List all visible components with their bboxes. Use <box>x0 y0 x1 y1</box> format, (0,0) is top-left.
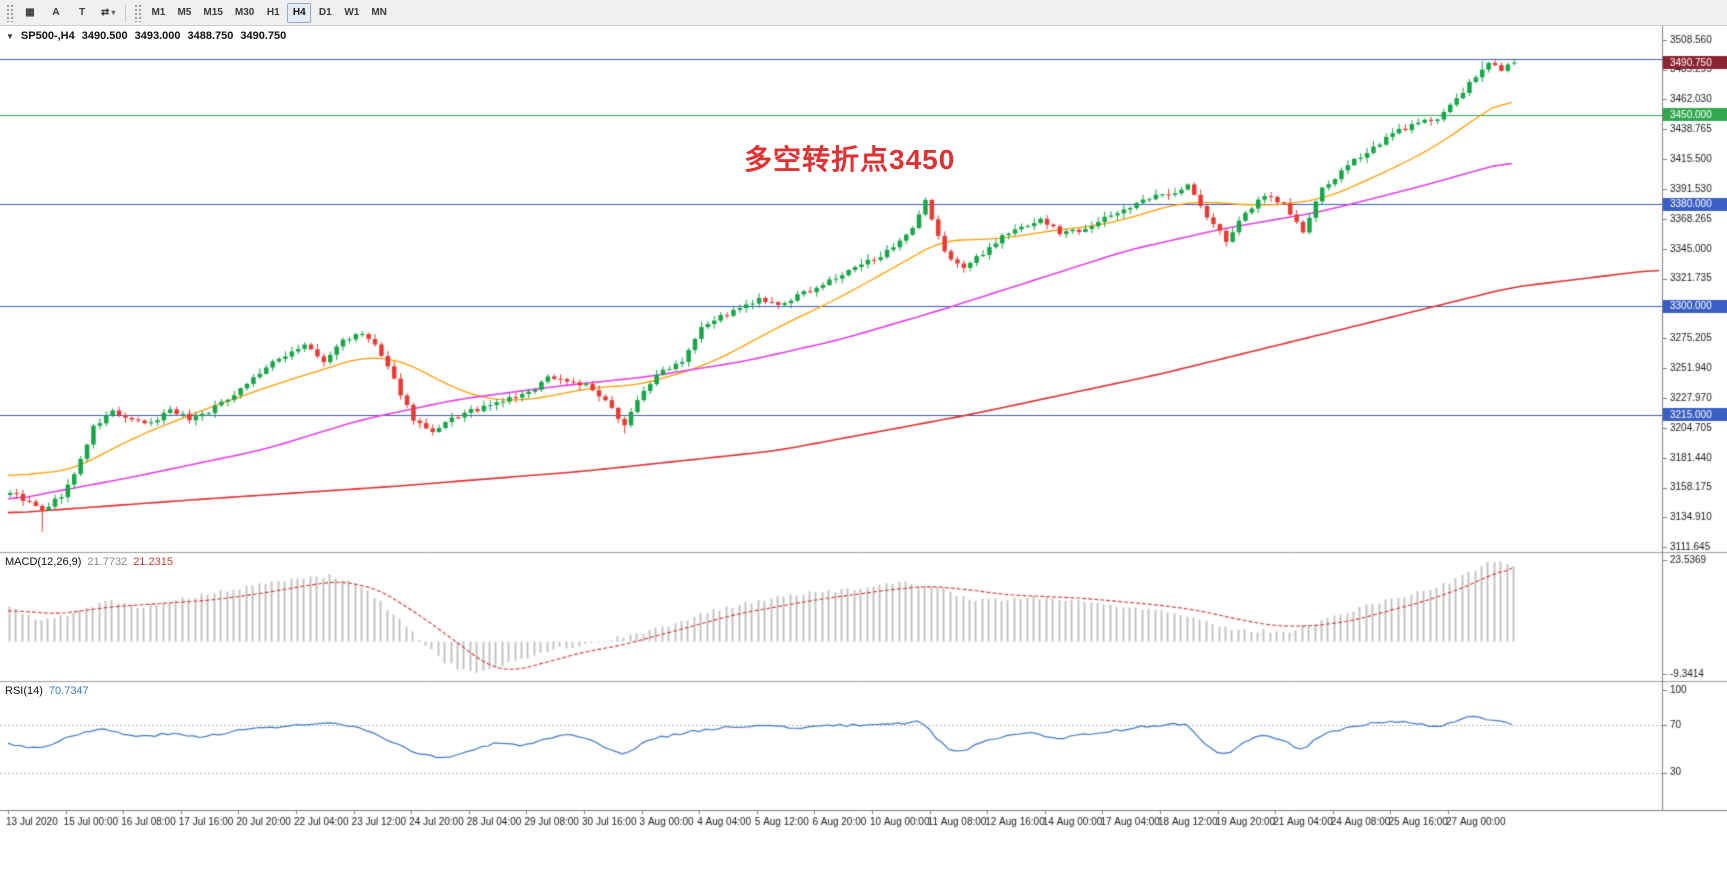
toolbar-separator <box>125 3 127 22</box>
rsi-indicator-label: RSI(14) 70.7347 <box>5 685 89 697</box>
high-value: 3493.000 <box>134 30 181 42</box>
chart-window: ▼ SP500-,H4 3490.500 3493.000 3488.750 3… <box>0 26 1727 896</box>
toolbar-drag-handle[interactable] <box>6 3 13 22</box>
rsi-value: 70.7347 <box>48 685 89 697</box>
rsi-name: RSI(14) <box>5 685 43 697</box>
timeframe-m30-button[interactable]: M30 <box>230 3 259 23</box>
timeframe-h4-button[interactable]: H4 <box>287 2 312 23</box>
macd-indicator-label: MACD(12,26,9) 21.7732 21.2315 <box>5 556 173 568</box>
timeframe-h1-button[interactable]: H1 <box>261 3 285 23</box>
toolbar-scale-cycle-button[interactable]: ⇄ ▾ <box>96 3 120 23</box>
toolbar-text-a-button[interactable]: A <box>44 3 68 23</box>
macd-main-value: 21.7732 <box>87 556 128 568</box>
timeframe-m5-button[interactable]: M5 <box>172 3 196 23</box>
chart-annotation-text: 多空转折点3450 <box>744 144 956 175</box>
price-chart-canvas[interactable] <box>0 26 1727 896</box>
chevron-down-icon: ▾ <box>111 8 116 18</box>
timeframe-m1-button[interactable]: M1 <box>146 3 170 23</box>
timeframe-d1-button[interactable]: D1 <box>313 3 337 23</box>
timeframe-w1-button[interactable]: W1 <box>339 3 364 23</box>
macd-name: MACD(12,26,9) <box>5 556 82 568</box>
timeframe-buttons-group: M1 M5 M15 M30 H1 H4 D1 W1 MN <box>145 2 392 23</box>
symbol-period-label: SP500-,H4 <box>20 30 75 42</box>
close-value: 3490.750 <box>240 30 287 42</box>
low-value: 3488.750 <box>187 30 234 42</box>
toolbar-text-t-button[interactable]: T <box>70 3 94 23</box>
timeframe-toolbar-drag-handle[interactable] <box>134 3 142 22</box>
timeframe-mn-button[interactable]: MN <box>366 3 392 23</box>
macd-signal-value: 21.2315 <box>133 556 173 568</box>
toolbar-chart-grid-button[interactable]: ▦ <box>18 3 42 23</box>
open-value: 3490.500 <box>81 30 128 42</box>
toolbar-tools-group: ▦ A T ⇄ ▾ <box>17 2 121 23</box>
top-toolbar: ▦ A T ⇄ ▾ M1 M5 M15 M30 H1 H4 D1 W1 MN <box>0 0 1727 26</box>
ohlc-info-bar: ▼ SP500-,H4 3490.500 3493.000 3488.750 3… <box>6 30 286 42</box>
chevron-down-icon[interactable]: ▼ <box>6 31 14 41</box>
timeframe-m15-button[interactable]: M15 <box>198 3 227 23</box>
